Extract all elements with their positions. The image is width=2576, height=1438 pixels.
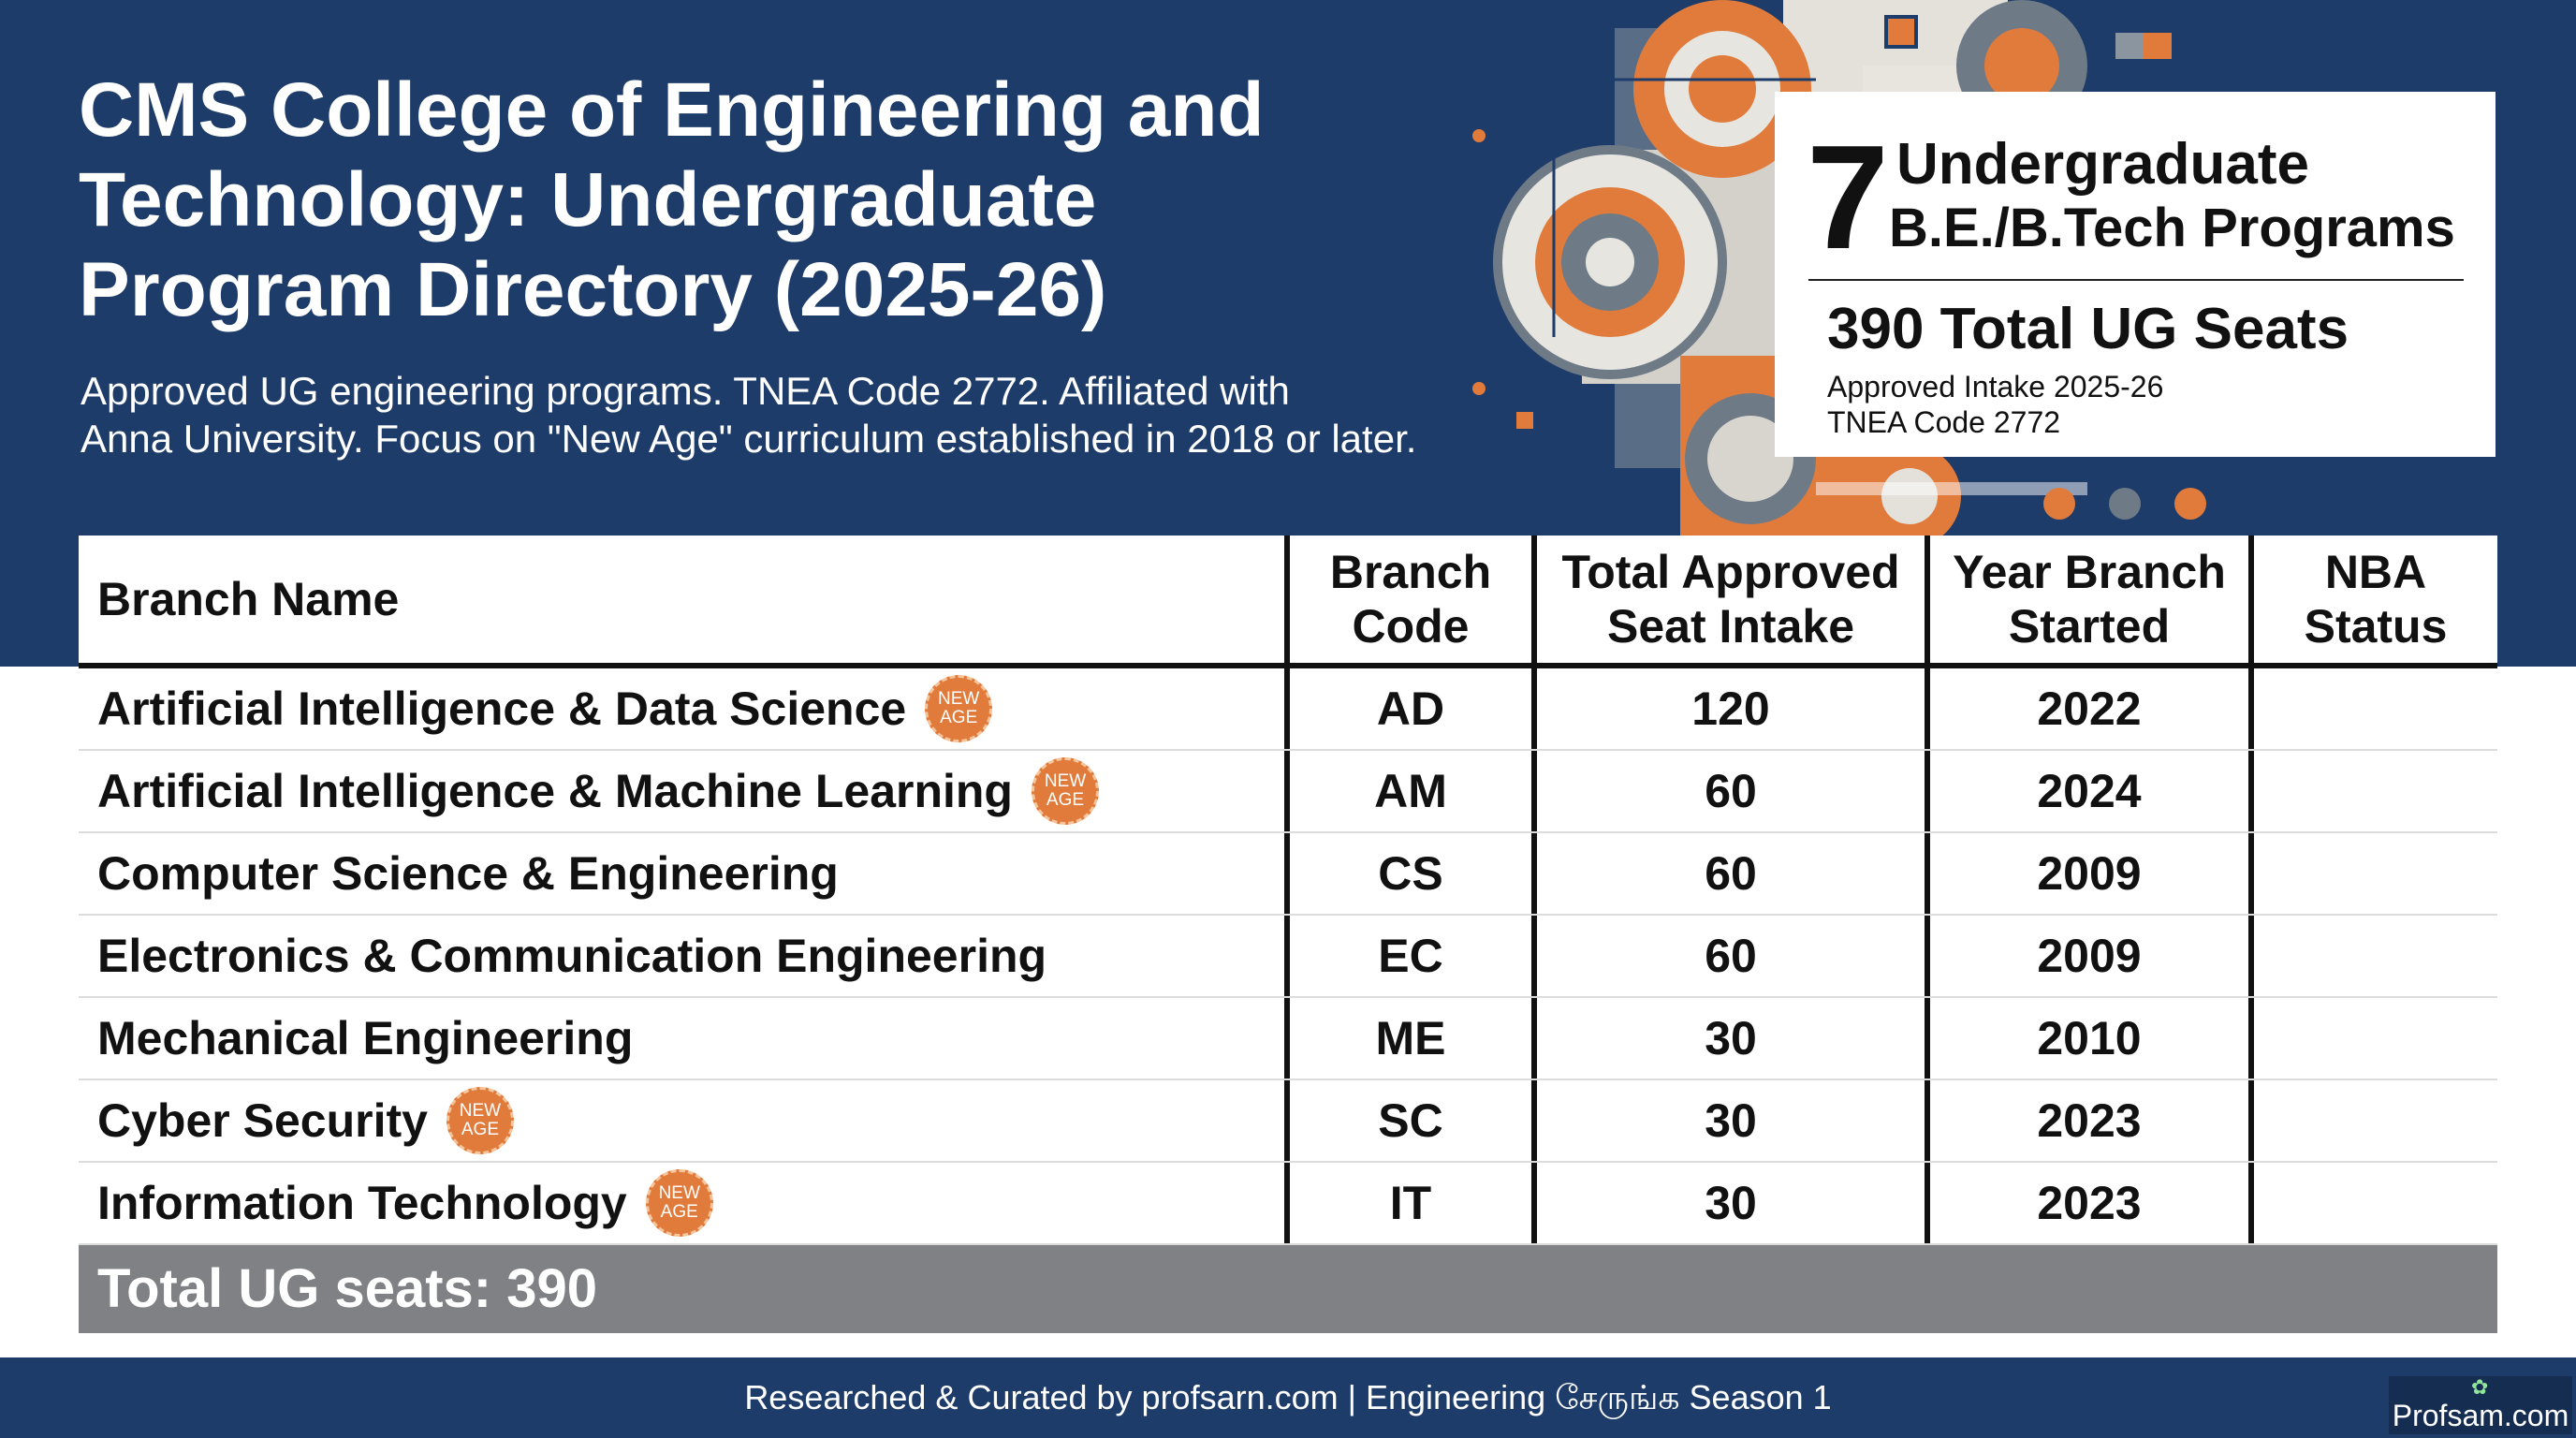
nba-status-cell xyxy=(2254,1080,2497,1161)
year-started-cell: 2024 xyxy=(1930,751,2254,831)
sprout-icon: ✿ xyxy=(2471,1375,2489,1399)
year-started-cell: 2009 xyxy=(1930,916,2254,996)
branch-code-cell: CS xyxy=(1290,833,1537,914)
page-title: CMS College of Engineering and Technolog… xyxy=(79,67,1265,332)
table-row: Electronics & Communication Engineering … xyxy=(79,916,2497,998)
table-row: Artificial Intelligence & Machine Learni… xyxy=(79,751,2497,833)
tnea-code-label: TNEA Code 2772 xyxy=(1827,405,2061,439)
year-started-cell: 2009 xyxy=(1930,833,2254,914)
header-nba-status: NBA Status xyxy=(2304,546,2448,653)
new-age-badge: NEW AGE xyxy=(446,1087,514,1154)
branch-code-cell: AM xyxy=(1290,751,1537,831)
seat-intake-cell: 30 xyxy=(1537,1163,1930,1243)
seat-intake-cell: 120 xyxy=(1537,668,1930,749)
branch-code-cell: AD xyxy=(1290,668,1537,749)
program-type-line2: B.E./B.Tech Programs xyxy=(1889,198,2455,258)
branch-name-cell: Electronics & Communication Engineering xyxy=(79,916,1290,996)
branch-code-cell: IT xyxy=(1290,1163,1537,1243)
year-started-cell: 2010 xyxy=(1930,998,2254,1078)
total-seats-label: 390 Total UG Seats xyxy=(1827,297,2349,361)
total-seats-bar: Total UG seats: 390 xyxy=(79,1245,2497,1333)
new-age-badge: NEW AGE xyxy=(925,675,993,742)
program-type-line1: Undergraduate xyxy=(1896,132,2309,197)
branch-name-cell: Cyber Security NEW AGE xyxy=(79,1080,1290,1161)
nba-status-cell xyxy=(2254,998,2497,1078)
branch-name-cell: Artificial Intelligence & Machine Learni… xyxy=(79,751,1290,831)
nba-status-cell xyxy=(2254,916,2497,996)
branch-code-cell: SC xyxy=(1290,1080,1537,1161)
table-header-row: Branch Name Branch Code Total Approved Sea… xyxy=(79,536,2497,668)
branch-name-cell: Artificial Intelligence & Data Science N… xyxy=(79,668,1290,749)
new-age-badge: NEW AGE xyxy=(1031,757,1099,825)
card-divider xyxy=(1808,279,2464,281)
header-branch-name: Branch Name xyxy=(79,536,1290,663)
nba-status-cell xyxy=(2254,1163,2497,1243)
branch-name-cell: Mechanical Engineering xyxy=(79,998,1290,1078)
year-started-cell: 2023 xyxy=(1930,1080,2254,1161)
program-summary-card: 7 Undergraduate B.E./B.Tech Programs 390… xyxy=(1775,92,2496,457)
table-row: Computer Science & Engineering CS 60 200… xyxy=(79,833,2497,916)
page-subtitle: Approved UG engineering programs. TNEA C… xyxy=(80,369,1417,461)
table-row: Information Technology NEW AGE IT 30 2023 xyxy=(79,1163,2497,1245)
branch-name-cell: Computer Science & Engineering xyxy=(79,833,1290,914)
header-seat-intake: Total Approved Seat Intake xyxy=(1537,536,1930,663)
footer-credit: Researched & Curated by profsarn.com | E… xyxy=(744,1378,1832,1416)
year-started-cell: 2022 xyxy=(1930,668,2254,749)
branch-code-cell: EC xyxy=(1290,916,1537,996)
intake-label: Approved Intake 2025-26 xyxy=(1827,370,2164,404)
program-count: 7 xyxy=(1807,115,1889,280)
branch-name-cell: Information Technology NEW AGE xyxy=(79,1163,1290,1243)
header-branch-code: Branch Code xyxy=(1290,536,1537,663)
new-age-badge: NEW AGE xyxy=(645,1169,713,1237)
seat-intake-cell: 60 xyxy=(1537,833,1930,914)
seat-intake-cell: 60 xyxy=(1537,751,1930,831)
branch-code-cell: ME xyxy=(1290,998,1537,1078)
table-row: Artificial Intelligence & Data Science N… xyxy=(79,668,2497,751)
table-row: Cyber Security NEW AGE SC 30 2023 xyxy=(79,1080,2497,1163)
header-year-started: Year Branch Started xyxy=(1930,536,2254,663)
nba-status-cell xyxy=(2254,751,2497,831)
seat-intake-cell: 60 xyxy=(1537,916,1930,996)
table-row: Mechanical Engineering ME 30 2010 xyxy=(79,998,2497,1080)
program-table: Branch Name Branch Code Total Approved Sea… xyxy=(79,536,2497,1245)
seat-intake-cell: 30 xyxy=(1537,998,1930,1078)
site-logo[interactable]: ✿ Profsam.com xyxy=(2389,1376,2572,1434)
nba-status-cell xyxy=(2254,668,2497,749)
seat-intake-cell: 30 xyxy=(1537,1080,1930,1161)
footer-band xyxy=(0,1357,2576,1438)
nba-status-cell xyxy=(2254,833,2497,914)
year-started-cell: 2023 xyxy=(1930,1163,2254,1243)
logo-text: Profsam.com xyxy=(2392,1399,2569,1432)
